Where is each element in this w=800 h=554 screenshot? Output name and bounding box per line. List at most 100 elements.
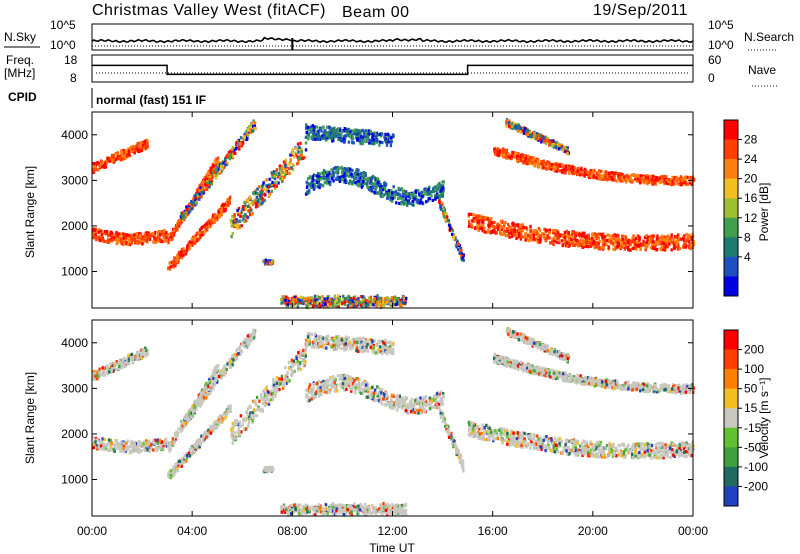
echo-cell bbox=[213, 159, 217, 163]
echo-cell bbox=[481, 228, 484, 233]
echo-cell bbox=[165, 231, 168, 235]
echo-cell bbox=[285, 165, 289, 169]
echo-cell bbox=[423, 190, 426, 194]
echo-cell bbox=[535, 132, 539, 136]
echo-cell bbox=[228, 157, 231, 161]
echo-cell bbox=[133, 233, 136, 237]
echo-cell bbox=[667, 178, 671, 182]
echo-cell bbox=[318, 296, 321, 300]
echo-cell bbox=[214, 164, 217, 168]
echo-cell bbox=[376, 177, 379, 181]
echo-cell bbox=[581, 173, 584, 177]
echo-cell bbox=[576, 172, 579, 176]
echo-cell bbox=[110, 236, 113, 240]
echo-cell bbox=[319, 127, 322, 131]
echo-cell bbox=[113, 159, 116, 163]
echo-cell bbox=[577, 233, 581, 237]
echo-cell bbox=[186, 208, 189, 212]
echo-cell bbox=[407, 194, 410, 198]
echo-cell bbox=[281, 170, 284, 174]
echo-cell bbox=[292, 163, 295, 167]
echo-cell bbox=[646, 176, 649, 180]
echo-cell bbox=[257, 203, 260, 207]
echo-cell bbox=[563, 235, 566, 239]
echo-cell bbox=[273, 186, 277, 190]
echo-cell bbox=[312, 178, 315, 182]
echo-cell bbox=[560, 239, 564, 243]
echo-cell bbox=[183, 211, 186, 215]
echo-cell bbox=[456, 239, 459, 243]
echo-cell bbox=[132, 149, 135, 153]
echo-cell bbox=[505, 124, 508, 128]
echo-cell bbox=[436, 187, 440, 191]
echo-cell bbox=[528, 130, 532, 134]
echo-cell bbox=[192, 235, 195, 239]
echo-cell bbox=[291, 300, 295, 305]
echo-cell bbox=[240, 210, 243, 214]
noise-right-label: N.Search bbox=[744, 30, 794, 44]
echo-cell bbox=[588, 170, 592, 175]
echo-cell bbox=[134, 241, 137, 245]
colorbar-tick: 16 bbox=[744, 191, 758, 205]
echo-cell bbox=[654, 182, 658, 186]
echo-cell bbox=[563, 230, 567, 235]
echo-cell bbox=[273, 176, 277, 181]
echo-cell bbox=[115, 157, 118, 161]
echo-cell bbox=[138, 448, 142, 452]
echo-cell bbox=[389, 144, 393, 148]
echo-cell bbox=[218, 213, 221, 217]
echo-cell bbox=[405, 296, 408, 300]
echo-cell bbox=[619, 240, 623, 244]
echo-cell bbox=[209, 171, 213, 175]
echo-cell bbox=[315, 178, 318, 182]
echo-cell bbox=[317, 304, 320, 308]
echo-cell bbox=[665, 178, 668, 183]
echo-cell bbox=[337, 296, 340, 300]
echo-cell bbox=[461, 256, 464, 260]
echo-cell bbox=[251, 212, 254, 216]
echo-cell bbox=[438, 196, 441, 200]
echo-cell bbox=[362, 172, 365, 177]
echo-cell bbox=[99, 444, 103, 448]
echo-cell bbox=[209, 220, 213, 224]
echo-cell bbox=[610, 171, 613, 175]
echo-cell bbox=[106, 371, 109, 376]
echo-cell bbox=[579, 233, 582, 237]
echo-cell bbox=[677, 244, 680, 248]
echo-cell bbox=[120, 157, 124, 161]
echo-cell bbox=[365, 131, 368, 135]
echo-cell bbox=[648, 237, 651, 241]
echo-cell bbox=[154, 230, 157, 235]
echo-cell bbox=[489, 219, 492, 223]
echo-cell bbox=[575, 170, 578, 174]
echo-cell bbox=[176, 253, 179, 257]
echo-cell bbox=[227, 203, 230, 208]
echo-cell bbox=[203, 177, 206, 181]
echo-cell bbox=[266, 262, 269, 266]
echo-cell bbox=[196, 238, 199, 242]
echo-cell bbox=[362, 139, 366, 143]
echo-cell bbox=[639, 246, 642, 251]
echo-cell bbox=[152, 438, 156, 442]
echo-cell bbox=[254, 199, 258, 203]
echo-cell bbox=[544, 135, 547, 139]
echo-cell bbox=[561, 148, 565, 152]
echo-cell bbox=[521, 157, 525, 161]
echo-cell bbox=[241, 207, 244, 211]
echo-cell bbox=[564, 243, 568, 247]
echo-cell bbox=[290, 166, 293, 170]
echo-cell bbox=[505, 227, 509, 231]
echo-cell bbox=[95, 371, 99, 375]
echo-cell bbox=[353, 304, 357, 308]
echo-cell bbox=[603, 238, 606, 242]
echo-cell bbox=[641, 180, 644, 184]
echo-cell bbox=[656, 176, 659, 180]
echo-cell bbox=[149, 234, 153, 238]
echo-cell bbox=[179, 215, 183, 219]
echo-cell bbox=[338, 179, 342, 183]
echo-cell bbox=[138, 450, 141, 454]
echo-cell bbox=[362, 181, 366, 186]
echo-cell bbox=[215, 160, 219, 165]
echo-cell bbox=[395, 192, 398, 196]
echo-cell bbox=[239, 219, 242, 223]
